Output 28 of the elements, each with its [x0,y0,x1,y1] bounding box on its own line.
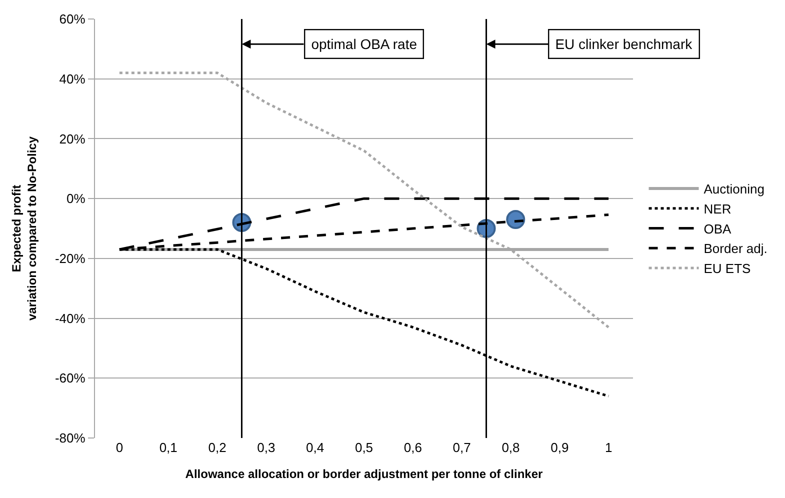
legend-label: NER [704,201,732,216]
x-tick-label: 0,4 [306,440,324,455]
ref-line-label: EU clinker benchmark [555,36,694,52]
legend-label: OBA [704,221,732,236]
legend-label: Auctioning [704,182,764,197]
y-axis-title: Expected profit variation compared to No-Policy [10,136,40,321]
y-tick-label: 0% [66,191,86,206]
x-tick-label: 0,2 [208,440,226,455]
x-tick-label: 0,7 [452,440,471,455]
x-axis-title: Allowance allocation or border adjustment per tonne of clinker [185,466,544,481]
y-tick-label: -20% [54,250,86,266]
x-tick-label: 0,5 [354,440,374,455]
x-tick-label: 0,8 [502,440,520,455]
x-tick-label: 0,1 [159,440,178,455]
legend-label: EU ETS [704,261,752,276]
y-tick-label: 40% [59,71,86,86]
y-tick-label: -40% [54,310,86,326]
y-tick-label: 60% [59,12,86,27]
legend-label: Border adj. [704,241,768,256]
y-tick-label: -80% [54,430,86,446]
ref-line-label: optimal OBA rate [311,36,418,52]
y-tick-label: -60% [54,370,86,386]
x-tick-label: 0,3 [257,440,276,455]
x-tick-label: 0 [116,440,124,455]
x-tick-label: 1 [604,440,612,455]
y-tick-label: 20% [59,131,86,146]
x-tick-label: 0,6 [404,440,422,455]
x-tick-label: 0,9 [550,440,569,455]
